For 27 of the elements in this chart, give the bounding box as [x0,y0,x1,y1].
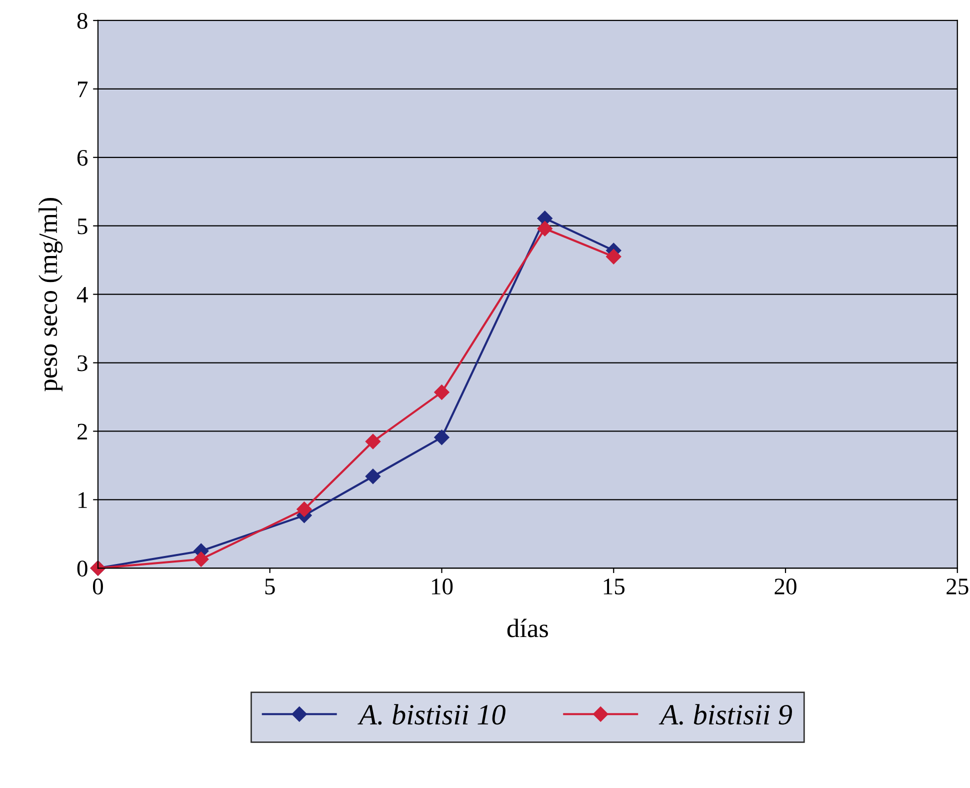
y-tick-label: 8 [77,12,88,29]
legend-label: A. bistisii 9 [658,704,792,725]
x-axis-title: días [507,618,548,638]
point [606,249,622,264]
y-tick-label: 7 [78,82,88,98]
y-tick-label: 0 [77,560,88,577]
x-tick-label: 20 [774,578,796,594]
point [296,502,312,517]
point [365,468,381,484]
y-tick-label: 4 [76,286,88,303]
legend-label: A. bistisii 10 [358,704,506,725]
point [194,552,209,567]
x-tick-label: 5 [265,578,275,594]
y-axis-title: peso seco (mg/ml) [38,198,63,392]
point [365,434,381,450]
y-tick-label: 6 [77,150,88,166]
x-tick-label: 25 [946,578,968,594]
y-tick-label: 3 [78,355,88,372]
y-tick-label: 2 [77,424,87,440]
y-tick-label: 1 [78,492,87,508]
point [537,221,552,236]
point [434,430,450,445]
x-tick-label: 10 [432,578,453,594]
x-tick-label: 0 [92,578,103,594]
x-tick-label: 15 [604,578,625,594]
y-tick-label: 5 [78,218,88,234]
point [434,384,450,400]
